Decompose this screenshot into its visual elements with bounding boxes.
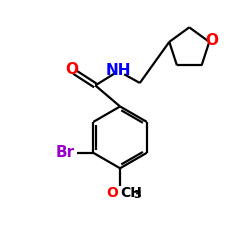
Text: O: O [65,62,78,77]
Text: O: O [106,186,118,200]
Text: Br: Br [56,145,75,160]
Text: NH: NH [106,63,132,78]
Text: CH: CH [120,186,142,200]
Text: 3: 3 [133,190,140,200]
Text: O: O [205,33,218,48]
